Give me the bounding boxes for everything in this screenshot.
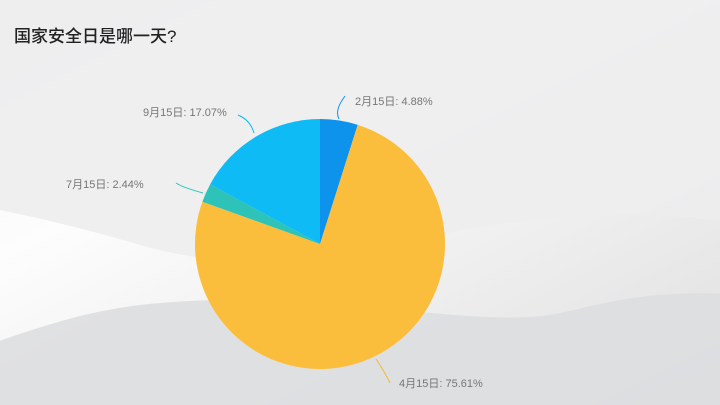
svg-text:9月15日: 17.07%: 9月15日: 17.07%	[143, 107, 227, 119]
svg-text:2月15日: 4.88%: 2月15日: 4.88%	[355, 96, 433, 108]
svg-text:7月15日: 2.44%: 7月15日: 2.44%	[66, 179, 144, 191]
svg-text:4月15日: 75.61%: 4月15日: 75.61%	[399, 378, 483, 390]
